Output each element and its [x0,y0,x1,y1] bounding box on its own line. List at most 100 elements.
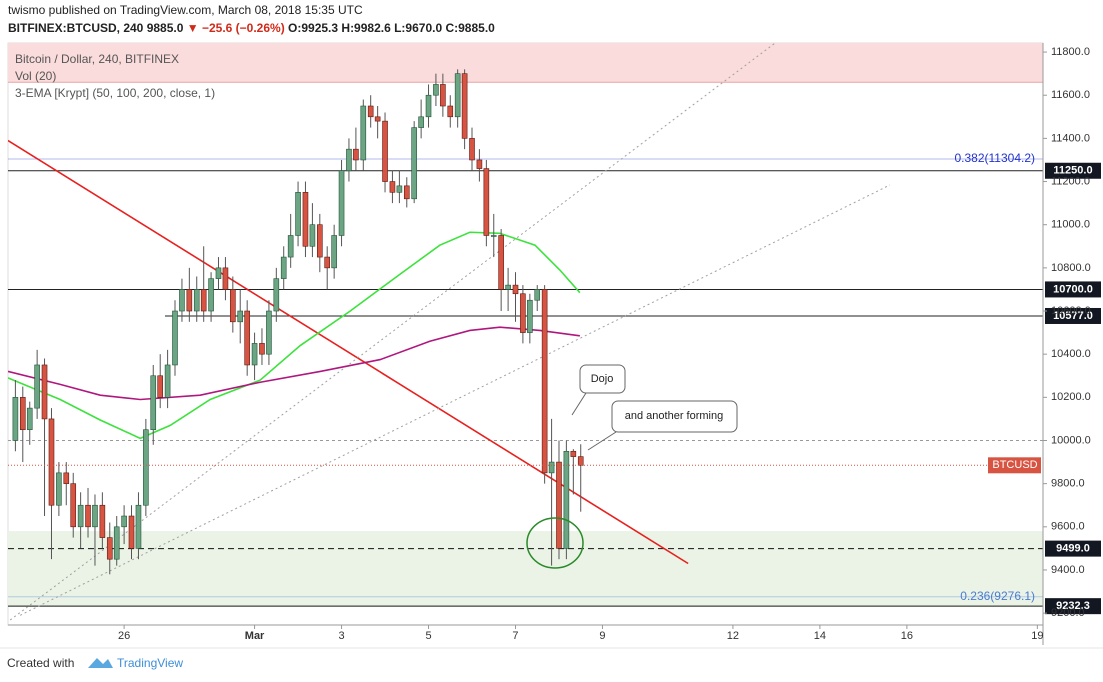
candle-body [63,472,70,484]
ema-line [8,326,580,401]
candle-body [490,235,497,237]
callout-box [611,400,738,433]
candle-body [19,397,26,431]
candle-body [26,407,33,431]
callout-pointer [571,392,587,416]
level-tag [1045,281,1101,298]
brand-logo [88,658,113,668]
candle-body [563,450,570,549]
legend-entry: Vol (20) [15,69,56,83]
candle-body [440,84,446,107]
candle-body [85,504,91,528]
x-tick-label: 14 [814,630,826,642]
y-tick-label: 9200.0 [1051,607,1085,619]
candle-body [570,450,577,457]
candle-body [193,289,200,312]
footer-text: Created with [7,656,74,670]
fib-label: 0.382(11304.2) [954,151,1035,165]
zone [8,43,1043,83]
candle-body [230,289,236,323]
candle-body [527,299,533,333]
candle-body [259,343,265,355]
candle-body [237,310,244,323]
level-tag-text: 10700.0 [1053,283,1093,295]
candle-body [280,256,287,279]
candle-body [534,289,541,301]
candle-body [396,185,403,193]
candle-body [520,293,526,333]
y-tick-label: 11400.0 [1051,132,1090,144]
y-tick-label: 9600.0 [1051,521,1085,533]
y-tick-label: 10600.0 [1051,305,1091,317]
publisher-line: twismo published on TradingView.com, Mar… [8,3,363,17]
trendline [8,139,689,565]
candle-body [476,159,483,169]
plot-area [7,42,1044,626]
candle-body [389,181,396,193]
y-tick-label: 11600.0 [1051,89,1090,101]
x-tick-label: 16 [901,630,913,642]
candle-body [135,504,142,549]
candle-body [157,375,164,398]
candle-body [411,127,417,200]
candle-body [186,289,193,312]
level-tag [1045,307,1101,324]
candle-body [266,310,272,355]
symbol-tag [988,457,1041,474]
brand-link[interactable]: TradingView [117,656,183,670]
candle-body [577,456,584,466]
x-tick-label: 9 [599,630,605,642]
change: ▼ −25.6 (−0.26%) [186,21,285,35]
candle-body [56,472,62,506]
x-tick-label: 3 [338,630,344,642]
y-tick-label: 10800.0 [1051,262,1091,274]
ema-line [8,231,581,440]
symbol-line: BITFINEX:BTCUSD, 240 9885.0 ▼ −25.6 (−0.… [8,21,495,35]
y-tick-label: 10400.0 [1051,348,1091,360]
callout-box [579,364,626,394]
level-tag [1045,162,1101,179]
candle-body [469,138,475,161]
candle-body [12,397,19,441]
candle-body [512,284,519,295]
x-tick-label: 26 [118,630,130,642]
legend-entry: 3-EMA [Krypt] (50, 100, 200, close, 1) [15,86,215,100]
candle-body [447,105,454,118]
callout-text: and another forming [625,410,723,422]
candle-body [418,116,424,128]
callout-pointer [587,431,617,451]
price: 9885.0 [146,21,184,35]
candle-body [367,105,374,118]
x-tick-label: 19 [1031,630,1043,642]
x-tick-label: 5 [425,630,431,642]
candle-body [172,310,178,366]
x-tick-label: Mar [245,630,265,642]
trendline [19,184,891,616]
candle-body [461,73,468,139]
candle-body [360,105,367,161]
candle-body [215,267,222,279]
level-tag [1045,598,1101,615]
candle-body [128,515,135,549]
plot [8,43,1043,621]
candle-body [77,504,84,528]
y-tick-label: 9800.0 [1051,478,1085,490]
y-tick-label: 9400.0 [1051,564,1085,576]
candle-body [541,289,548,474]
symbol: BITFINEX:BTCUSD, 240 [8,21,144,35]
candle-body [295,192,301,236]
candle-body [548,461,555,474]
candle-body [425,94,432,118]
ohlc: O:9925.3 H:9982.6 L:9670.0 C:9885.0 [288,21,495,35]
candle-body [324,256,330,269]
level-tag-text: 10577.0 [1053,310,1093,322]
candle-body [498,235,504,290]
candle-body [70,483,77,528]
candle-body [150,375,157,431]
candle-body [273,278,280,312]
legend-entry: Bitcoin / Dollar, 240, BITFINEX [15,52,179,66]
candle-body [48,418,55,506]
candle-body [164,364,171,398]
